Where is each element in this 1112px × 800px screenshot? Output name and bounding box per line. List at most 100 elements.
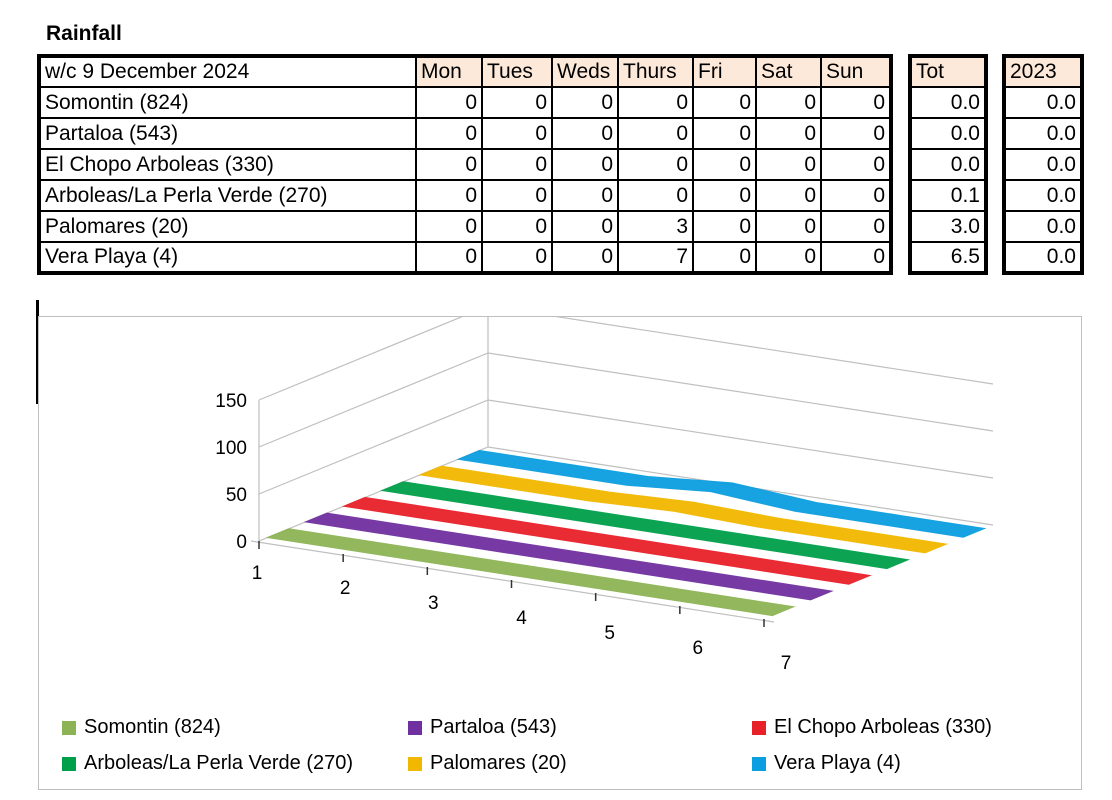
rain-value: 0	[415, 117, 483, 150]
rain-value: 0	[820, 241, 892, 274]
rain-value: 0	[617, 117, 694, 150]
rainfall-3d-chart: 0 50 100 150 1 2 3 4 5 6 7	[215, 305, 994, 674]
rain-value: 0	[692, 210, 757, 243]
legend-label: Palomares (20)	[430, 752, 567, 774]
x-tick-label: 2	[340, 578, 351, 599]
day-header: Sat	[755, 55, 822, 88]
prev-value: 0.0	[1003, 179, 1083, 212]
prev-value: 0.0	[1003, 241, 1083, 274]
legend-swatch	[752, 756, 766, 771]
day-header: Sun	[820, 55, 892, 88]
rain-value: 0	[755, 210, 822, 243]
rain-value: 0	[755, 148, 822, 181]
rain-value: 3	[617, 210, 694, 243]
station-name: Palomares (20)	[38, 210, 417, 243]
x-tick-label: 1	[252, 563, 263, 584]
x-tick-label: 5	[604, 623, 615, 644]
x-tick-label: 3	[428, 593, 439, 614]
prev-row: 0.0	[1003, 117, 1083, 150]
station-name: Partaloa (543)	[38, 117, 417, 150]
rain-value: 0	[481, 117, 553, 150]
tot-row: 6.5	[909, 241, 987, 274]
tot-value: 0.0	[909, 117, 987, 150]
series-ribbon	[265, 528, 796, 617]
rainfall-table: w/c 9 December 2024 Mon Tues Weds Thurs Fri Sa…	[37, 54, 893, 275]
prev-value: 0.0	[1003, 117, 1083, 150]
previous-year-table: 2023 0.0 0.0 0.0 0.0 0.0 0.0	[1002, 54, 1084, 275]
prev-row: 0.0	[1003, 241, 1083, 274]
day-header: Mon	[415, 55, 483, 88]
y-tick-label: 50	[226, 485, 247, 506]
x-tick-label: 4	[516, 608, 527, 629]
prev-value: 0.0	[1003, 210, 1083, 243]
x-axis-line	[250, 540, 775, 623]
rain-value: 0	[617, 86, 694, 119]
prev-header-row: 2023	[1003, 55, 1083, 88]
day-header: Fri	[692, 55, 757, 88]
rain-value: 0	[415, 86, 483, 119]
rain-value: 0	[415, 241, 483, 274]
rain-value: 0	[551, 148, 619, 181]
y-tick-label: 0	[236, 532, 247, 553]
legend-label: Somontin (824)	[84, 716, 221, 738]
rain-value: 0	[755, 241, 822, 274]
rain-value: 0	[481, 241, 553, 274]
series-ribbon	[456, 449, 987, 538]
rain-value: 0	[692, 148, 757, 181]
tot-value: 3.0	[909, 210, 987, 243]
rain-value: 0	[481, 210, 553, 243]
rain-value: 0	[481, 179, 553, 212]
rain-value: 0	[481, 86, 553, 119]
station-name: Somontin (824)	[38, 86, 417, 119]
rain-value: 0	[551, 210, 619, 243]
day-header: Tues	[481, 55, 553, 88]
prev-value: 0.0	[1003, 86, 1083, 119]
rain-value: 0	[551, 241, 619, 274]
rain-value: 0	[692, 86, 757, 119]
rain-value: 0	[820, 117, 892, 150]
rain-value: 0	[692, 117, 757, 150]
rain-value: 0	[820, 210, 892, 243]
rain-value: 0	[820, 179, 892, 212]
divider-line	[36, 300, 39, 404]
rain-value: 7	[617, 241, 694, 274]
rain-value: 0	[551, 86, 619, 119]
legend-swatch	[752, 720, 766, 735]
y-tick-label: 100	[215, 438, 247, 459]
legend-label: Arboleas/La Perla Verde (270)	[84, 752, 354, 774]
tot-value: 0.1	[909, 179, 987, 212]
legend-label: Partaloa (543)	[430, 716, 557, 738]
station-name: Vera Playa (4)	[38, 241, 417, 274]
series-ribbon	[380, 481, 911, 570]
legend-swatch	[408, 756, 422, 771]
week-label: w/c 9 December 2024	[38, 55, 417, 88]
x-tick-label: 7	[781, 653, 792, 674]
legend-item: Palomares (20)	[408, 752, 567, 775]
legend-swatch	[408, 720, 422, 735]
y-tick-label: 150	[215, 391, 247, 412]
table-row: El Chopo Arboleas (330) 0 0 0 0 0 0 0	[38, 148, 892, 181]
rain-value: 0	[755, 86, 822, 119]
legend-swatch	[62, 720, 76, 735]
table-row: Partaloa (543) 0 0 0 0 0 0 0	[38, 117, 892, 150]
total-table: Tot 0.0 0.0 0.0 0.1 3.0 6.5	[908, 54, 988, 275]
prev-header: 2023	[1003, 55, 1083, 88]
gridline	[258, 305, 994, 401]
legend-label: El Chopo Arboleas (330)	[774, 716, 992, 738]
chart-title: Rainfall	[46, 22, 122, 45]
legend-item: Partaloa (543)	[408, 716, 557, 739]
prev-row: 0.0	[1003, 210, 1083, 243]
legend-item: Arboleas/La Perla Verde (270)	[62, 752, 353, 775]
tot-row: 0.0	[909, 148, 987, 181]
rain-value: 0	[415, 210, 483, 243]
legend-swatch	[62, 756, 76, 771]
rain-value: 0	[415, 179, 483, 212]
day-header: Thurs	[617, 55, 694, 88]
rain-value: 0	[481, 148, 553, 181]
prev-row: 0.0	[1003, 179, 1083, 212]
chart-frame: 0 50 100 150 1 2 3 4 5 6 7	[38, 305, 1082, 790]
tot-row: 0.0	[909, 117, 987, 150]
legend-item: Vera Playa (4)	[752, 752, 901, 775]
tot-value: 6.5	[909, 241, 987, 274]
series-ribbon	[341, 496, 872, 585]
